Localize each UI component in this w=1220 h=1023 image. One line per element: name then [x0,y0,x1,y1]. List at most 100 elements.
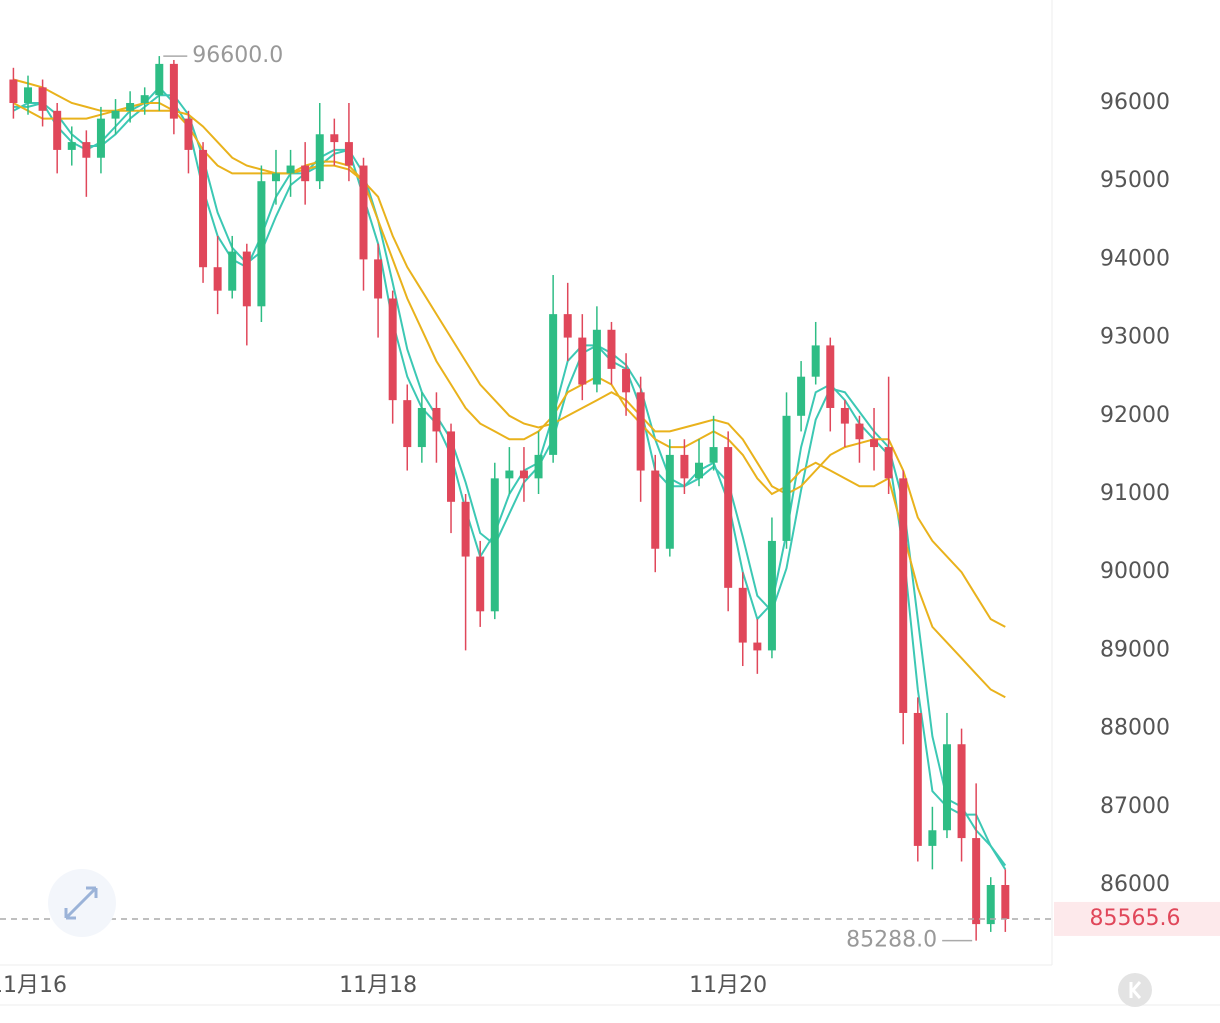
candle-body [359,165,368,260]
candle-body [578,337,587,385]
candle-body [184,118,193,150]
candle-body [67,142,76,150]
candle-body [694,462,703,479]
x-tick-label: 11月16 [0,973,67,998]
candle-body [490,478,499,612]
y-tick-label: 86000 [1100,872,1170,897]
expand-button[interactable] [48,869,116,937]
candle-body [286,165,295,174]
candle-body [607,329,616,369]
candle-body [344,142,353,166]
candle-body [519,470,528,479]
axes-layer: 86000 87000 88000 89000 90000 91000 92000 93000… [0,90,1170,998]
moving-average-line [13,78,1006,628]
y-tick-label: 94000 [1100,246,1170,271]
candle-body [563,314,572,338]
candle-body [330,134,339,143]
candle-body [228,251,237,291]
candle-body [797,376,806,416]
candle-body [9,79,18,103]
candle-body [199,149,208,268]
candle-body [271,173,280,182]
candle-body [767,540,776,651]
candle-body [213,267,222,291]
candle-body [811,345,820,377]
candle-body [738,587,747,643]
candle-body [870,439,879,448]
y-tick-label: 90000 [1100,559,1170,584]
last-price-box [1054,901,1220,936]
candle-body [884,447,893,479]
y-tick-label: 92000 [1100,403,1170,428]
y-tick-label: 93000 [1100,325,1170,350]
candle-body [680,454,689,479]
candle-body [505,470,514,479]
candle-body [432,407,441,432]
candle-body [753,642,762,651]
expand-icon[interactable] [64,886,98,920]
max-label: 96600.0 [192,43,283,68]
x-tick-label: 11月20 [689,973,767,998]
candle-body [403,400,412,448]
candle-body [461,501,470,557]
candle-body [957,744,966,839]
candle-body [709,447,718,463]
candle-body [928,830,937,846]
lines-layer [12,78,1007,870]
candle-body [782,415,791,541]
candle-body [840,407,849,424]
candle-body [38,87,47,111]
candle-body [534,454,543,479]
y-tick-label: 91000 [1100,481,1170,506]
candle-body [826,345,835,408]
min-label: 85288.0 [846,928,937,953]
candle-body [942,744,951,831]
candle-body [82,142,91,158]
candle-body [96,118,105,158]
candle-body [636,392,645,471]
candle-body [140,95,149,103]
candle-body [388,298,397,401]
candle-body [126,102,135,111]
collapse-button-bg[interactable] [1118,973,1152,1007]
candle-body [53,110,62,150]
candle-body [972,838,981,925]
collapse-button[interactable] [1118,973,1152,1007]
last-price-label: 85565.6 [1090,906,1181,931]
candle-body [476,556,485,612]
candle-body [665,454,674,549]
candles-layer [9,56,1010,941]
candle-body [301,165,310,182]
y-tick-label: 89000 [1100,637,1170,662]
candle-body [986,885,995,925]
y-tick-label: 87000 [1100,794,1170,819]
moving-average-line [12,85,1007,870]
y-tick-label: 96000 [1100,90,1170,115]
candle-body [242,251,251,307]
candle-body [447,431,456,502]
moving-average-line [13,94,1007,867]
annot-layer: 96600.0 85288.0 85565.6 [0,43,1220,953]
candle-body [855,423,864,440]
candle-body [111,110,120,119]
candle-body [24,87,33,103]
candle-body [417,407,426,448]
candle-body [315,134,324,182]
candle-body [592,329,601,385]
y-tick-label: 95000 [1100,168,1170,193]
collapse-icon[interactable] [1129,981,1142,999]
candle-body [549,314,558,455]
candle-body [651,470,660,549]
y-tick-label: 88000 [1100,716,1170,741]
candle-body [913,712,922,846]
candle-body [257,181,266,307]
moving-average-line [12,102,1006,699]
candle-body [724,447,733,588]
candle-body [899,478,908,713]
candle-body [374,259,383,299]
candle-body [622,368,631,393]
candle-body [155,63,164,96]
x-tick-label: 11月18 [339,973,417,998]
